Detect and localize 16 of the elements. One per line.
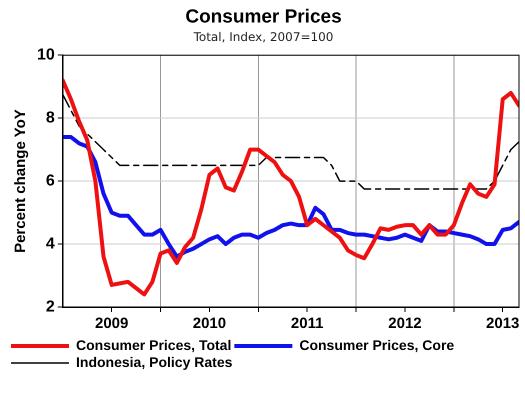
- x-tick-label: 2012: [388, 315, 422, 332]
- x-tick-label: 2009: [94, 315, 128, 332]
- legend-label: Consumer Prices, Core: [299, 336, 454, 353]
- y-tick-label: 2: [46, 298, 55, 316]
- y-tick-label: 4: [46, 235, 55, 252]
- legend-label: Indonesia, Policy Rates: [76, 354, 233, 370]
- y-axis-title: Percent change YoY: [12, 109, 30, 253]
- x-tick-label: 2013: [486, 315, 520, 332]
- legend-label: Consumer Prices, Total: [76, 336, 232, 353]
- y-tick-label: 6: [46, 172, 55, 190]
- y-tick-label: 10: [37, 46, 55, 64]
- y-tick-label: 8: [46, 110, 55, 127]
- chart-title: Consumer Prices: [185, 6, 342, 28]
- x-tick-label: 2010: [192, 315, 226, 332]
- chart-subtitle: Total, Index, 2007=100: [192, 30, 334, 44]
- x-tick-label: 2011: [290, 315, 324, 332]
